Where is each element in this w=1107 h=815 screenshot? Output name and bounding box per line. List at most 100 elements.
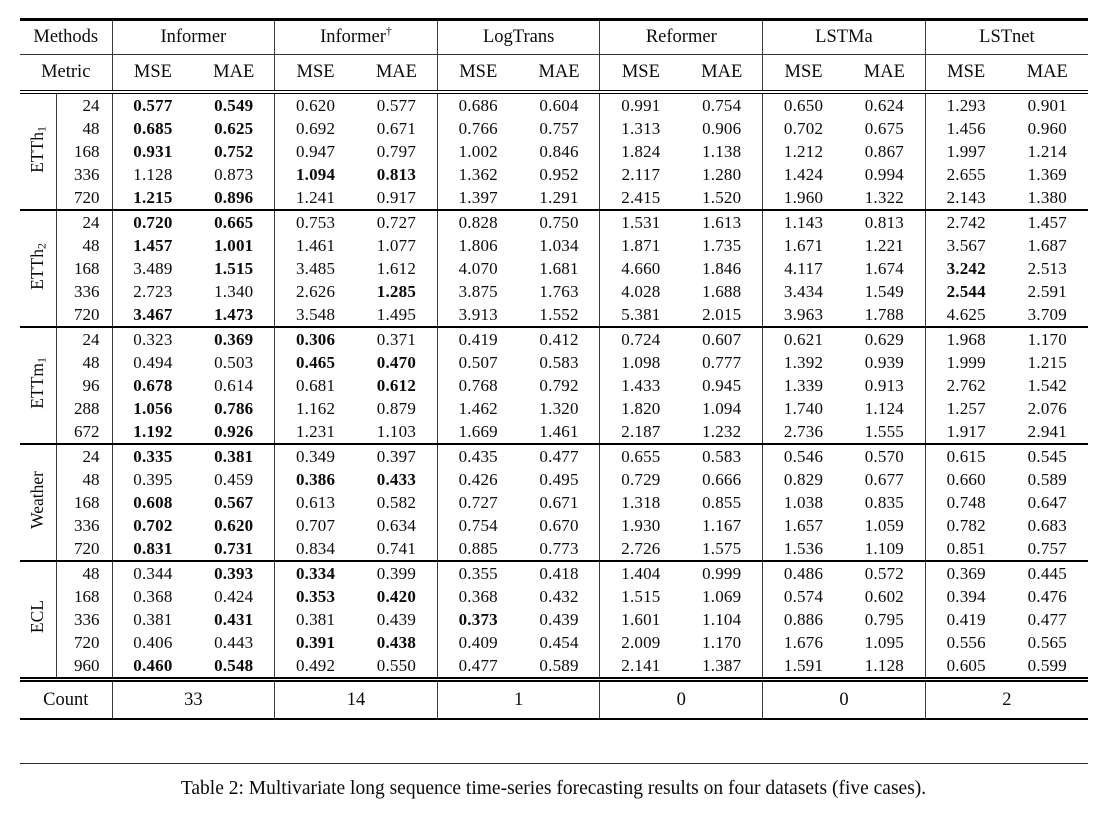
- value-cell: 0.813: [376, 164, 417, 184]
- value-cell: 0.549: [193, 91, 275, 117]
- value-cell: 0.926: [214, 421, 254, 441]
- value-cell: 1.917: [924, 420, 1007, 444]
- value-cell: 0.494: [111, 351, 194, 374]
- value-cell: 0.495: [539, 469, 579, 489]
- value-cell: 0.443: [214, 632, 254, 652]
- table-row: 720 1.215 0.896 1.241 0.917 1.397 1.291 2.415 1.…: [20, 186, 1088, 210]
- value-cell: 0.855: [702, 492, 742, 512]
- value-cell: 0.608: [111, 491, 194, 514]
- value-cell: 0.605: [924, 654, 1007, 680]
- method-header: Informer: [111, 19, 275, 55]
- value-cell: 0.681: [274, 374, 356, 397]
- value-cell: 1.968: [924, 326, 1007, 351]
- value-cell: 1.098: [599, 351, 682, 374]
- count-value: 33: [111, 677, 275, 720]
- table-bottom-rule: [20, 763, 1088, 764]
- value-cell: 0.931: [111, 140, 194, 163]
- value-cell: 1.542: [1027, 375, 1067, 395]
- table-row: 168 0.368 0.424 0.353 0.420 0.368 0.432 1.515 1.…: [20, 585, 1088, 608]
- value-cell: 0.873: [214, 164, 254, 184]
- value-cell: 1.103: [376, 421, 417, 441]
- value-cell: 0.834: [274, 537, 356, 561]
- value-cell: 1.138: [702, 141, 742, 161]
- table-row: ETTm1 24 0.323 0.369 0.306 0.371 0.419 0.412 0.7…: [20, 326, 1088, 444]
- metric-header-label: Metric: [20, 54, 112, 94]
- methods-header-label: Methods: [20, 19, 112, 55]
- dataset-group: ETTh1 24 0.577 0.549 0.620 0.577 0.686 0.604 0.9…: [20, 91, 1088, 210]
- value-cell: 0.757: [539, 118, 579, 138]
- metric-column-header: MAE: [681, 54, 763, 94]
- value-cell: 1.960: [762, 186, 844, 210]
- value-cell: 0.577: [355, 91, 438, 117]
- table-row: ETTh2 24 0.720 0.665 0.753 0.727 0.828 0.750 1.5…: [20, 209, 1088, 327]
- horizon-cell: 336: [55, 280, 112, 303]
- horizon-cell: 48: [55, 468, 112, 491]
- value-cell: 0.546: [762, 443, 844, 468]
- value-cell: 0.589: [539, 655, 579, 675]
- value-cell: 0.634: [376, 515, 417, 535]
- value-cell: 0.754: [681, 91, 763, 117]
- value-cell: 0.409: [436, 631, 519, 654]
- value-cell: 1.515: [599, 585, 682, 608]
- metric-column-header: MSE: [274, 54, 356, 94]
- value-cell: 2.513: [1027, 258, 1067, 278]
- value-cell: 0.671: [376, 118, 417, 138]
- value-cell: 3.485: [274, 257, 356, 280]
- value-cell: 0.851: [924, 537, 1007, 561]
- value-cell: 0.507: [436, 351, 519, 374]
- value-cell: 0.629: [843, 326, 926, 351]
- value-cell: 0.896: [214, 187, 254, 207]
- value-cell: 0.707: [274, 514, 356, 537]
- value-cell: 0.445: [1006, 560, 1088, 585]
- value-cell: 1.531: [599, 209, 682, 234]
- value-cell: 1.871: [599, 234, 682, 257]
- value-cell: 0.386: [274, 468, 356, 491]
- dagger-sup: †: [385, 23, 392, 38]
- value-cell: 1.671: [762, 234, 844, 257]
- value-cell: 1.473: [214, 304, 254, 324]
- value-cell: 1.214: [1027, 141, 1067, 161]
- value-cell: 1.613: [681, 209, 763, 234]
- value-cell: 0.432: [539, 586, 579, 606]
- dataset-label-subscript: 2: [34, 242, 49, 249]
- horizon-cell: 168: [55, 140, 112, 163]
- value-cell: 0.720: [111, 209, 194, 234]
- horizon-cell: 24: [55, 91, 112, 117]
- value-cell: 1.094: [702, 398, 742, 418]
- count-row: Count 33 14 1 0 0 2: [20, 677, 1088, 720]
- value-cell: 1.404: [599, 560, 682, 585]
- value-cell: 0.477: [518, 443, 600, 468]
- value-cell: 0.439: [376, 609, 417, 629]
- value-cell: 0.419: [436, 326, 519, 351]
- value-cell: 0.766: [436, 117, 519, 140]
- value-cell: 0.602: [864, 586, 904, 606]
- value-cell: 0.439: [539, 609, 579, 629]
- horizon-cell: 24: [55, 443, 112, 468]
- horizon-cell: 48: [55, 117, 112, 140]
- value-cell: 0.391: [274, 631, 356, 654]
- value-cell: 2.591: [1027, 281, 1067, 301]
- method-header: LSTMa: [762, 19, 926, 55]
- value-cell: 3.875: [436, 280, 519, 303]
- value-cell: 0.675: [864, 118, 904, 138]
- value-cell: 2.076: [1027, 398, 1067, 418]
- metric-column-header: MSE: [762, 54, 844, 94]
- value-cell: 0.582: [376, 492, 417, 512]
- dataset-label-text: ETTm1: [27, 357, 49, 409]
- value-cell: 0.994: [864, 164, 904, 184]
- value-cell: 4.070: [436, 257, 519, 280]
- table-row: 48 0.685 0.625 0.692 0.671 0.766 0.757 1.313 0.9…: [20, 117, 1088, 140]
- value-cell: 1.999: [924, 351, 1007, 374]
- value-cell: 1.515: [214, 258, 254, 278]
- metric-column-header: MAE: [518, 54, 600, 94]
- value-cell: 0.470: [376, 352, 417, 372]
- value-cell: 1.740: [762, 397, 844, 420]
- value-cell: 0.570: [843, 443, 926, 468]
- value-cell: 2.015: [702, 304, 742, 324]
- metric-column-header: MSE: [599, 54, 682, 94]
- value-cell: 0.583: [681, 443, 763, 468]
- value-cell: 0.846: [539, 141, 579, 161]
- value-cell: 1.591: [762, 654, 844, 680]
- value-cell: 0.947: [274, 140, 356, 163]
- value-cell: 0.492: [274, 654, 356, 680]
